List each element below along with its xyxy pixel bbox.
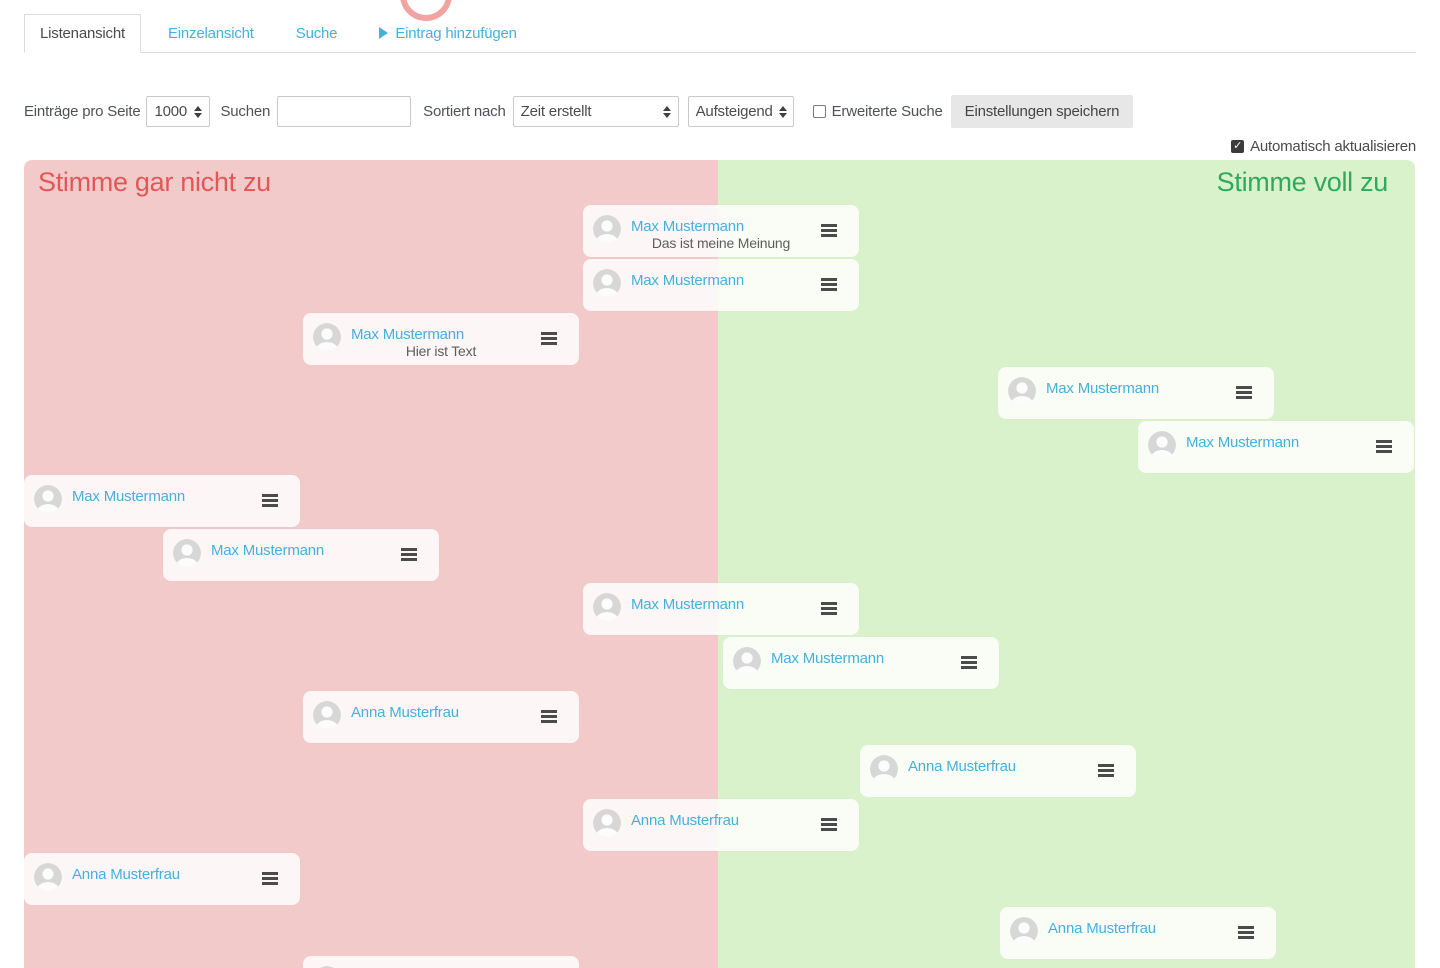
search-input[interactable] [277,96,412,127]
user-avatar[interactable] [1010,917,1038,945]
auto-refresh-row: ✓ Automatisch aktualisieren [1231,138,1416,155]
user-avatar[interactable] [34,485,62,513]
entry-author-link[interactable]: Max Mustermann [771,650,885,667]
entry-author-link[interactable]: Max Mustermann [1046,380,1160,397]
entry-menu-icon[interactable] [401,548,417,561]
auto-refresh-label: Automatisch aktualisieren [1250,138,1416,155]
entry-card[interactable]: Max Mustermann [583,583,859,635]
opinion-board: Stimme gar nicht zu Stimme voll zu Max M… [0,160,1440,968]
filter-bar: Einträge pro Seite 1000 Suchen Sortiert … [24,95,1134,128]
entry-card[interactable]: Max Mustermann [24,475,300,527]
entry-card[interactable]: Anna Musterfrau [1000,907,1276,959]
user-avatar[interactable] [593,809,621,837]
entry-menu-icon[interactable] [262,872,278,885]
entry-card[interactable]: Max Mustermann [998,367,1274,419]
entry-author-link[interactable]: Max Mustermann [72,488,186,505]
entry-card[interactable]: Anna Musterfrau [303,691,579,743]
entry-author-link[interactable]: Anna Musterfrau [631,812,739,829]
user-avatar[interactable] [733,647,761,675]
entry-author-link[interactable]: Max Mustermann [1186,434,1300,451]
entry-menu-icon[interactable] [1098,764,1114,777]
entry-author-link[interactable]: Max Mustermann [631,596,745,613]
tab-bar: Listenansicht Einzelansicht Suche Eintra… [0,0,1440,53]
entries-per-page-value: 1000 [154,103,188,120]
save-settings-button[interactable]: Einstellungen speichern [950,95,1134,128]
entry-text: Hier ist Text [405,343,477,359]
select-arrows-icon [662,105,671,118]
entry-author-link[interactable]: Anna Musterfrau [908,758,1016,775]
disagree-column-heading: Stimme gar nicht zu [38,167,271,197]
entry-card[interactable]: Max Mustermann [723,637,999,689]
tabs-row: Listenansicht Einzelansicht Suche Eintra… [24,14,1416,53]
select-arrows-icon [778,105,787,118]
user-avatar[interactable] [173,539,201,567]
entry-menu-icon[interactable] [821,278,837,291]
entry-menu-icon[interactable] [1236,386,1252,399]
tab-listenansicht[interactable]: Listenansicht [24,14,141,53]
entries-per-page-select[interactable]: 1000 [146,96,211,127]
user-avatar[interactable] [313,701,341,729]
user-avatar[interactable] [593,215,621,243]
entry-menu-icon[interactable] [1238,926,1254,939]
entry-author-link[interactable]: Anna Musterfrau [72,866,180,883]
entry-card[interactable] [303,956,579,968]
sort-order-select[interactable]: Aufsteigend [687,96,794,127]
agree-column-heading: Stimme voll zu [1216,167,1389,197]
entry-author-link[interactable]: Max Mustermann [351,326,465,343]
user-avatar[interactable] [870,755,898,783]
tab-einzelansicht[interactable]: Einzelansicht [167,25,254,42]
user-avatar[interactable] [34,863,62,891]
entry-card[interactable]: Anna Musterfrau [24,853,300,905]
tab-suche[interactable]: Suche [295,25,338,42]
entry-menu-icon[interactable] [821,224,837,237]
tab-eintrag-hinzufuegen[interactable]: Eintrag hinzufügen [364,15,532,52]
add-entry-arrow-icon [379,27,389,39]
entry-card[interactable]: Max Mustermann [1138,421,1414,473]
entry-menu-icon[interactable] [1376,440,1392,453]
user-avatar[interactable] [313,323,341,351]
entry-author-link[interactable]: Max Mustermann [631,218,745,235]
select-arrows-icon [194,105,203,118]
user-avatar[interactable] [1148,431,1176,459]
search-label: Suchen [220,103,271,120]
entry-menu-icon[interactable] [821,602,837,615]
tab-eintrag-hinzufuegen-label: Eintrag hinzufügen [395,25,517,42]
entry-author-link[interactable]: Max Mustermann [631,272,745,289]
entry-menu-icon[interactable] [541,710,557,723]
entry-menu-icon[interactable] [262,494,278,507]
entry-menu-icon[interactable] [821,818,837,831]
entry-card[interactable]: Anna Musterfrau [583,799,859,851]
user-avatar[interactable] [593,269,621,297]
sort-by-select[interactable]: Zeit erstellt [512,96,679,127]
entry-text: Das ist meine Meinung [651,235,791,251]
entry-card[interactable]: Max Mustermann [163,529,439,581]
entry-card[interactable]: Max Mustermann Das ist meine Meinung [583,205,859,257]
sort-order-value: Aufsteigend [695,103,773,120]
entry-menu-icon[interactable] [961,656,977,669]
entry-card[interactable]: Anna Musterfrau [860,745,1136,797]
sort-by-value: Zeit erstellt [520,103,592,120]
advanced-search-checkbox[interactable] [812,105,826,118]
advanced-search-label: Erweiterte Suche [831,103,943,120]
entry-card[interactable]: Max Mustermann [583,259,859,311]
entry-author-link[interactable]: Max Mustermann [211,542,325,559]
auto-refresh-checkbox[interactable]: ✓ [1231,140,1245,153]
user-avatar[interactable] [1008,377,1036,405]
user-avatar[interactable] [593,593,621,621]
entry-card[interactable]: Max Mustermann Hier ist Text [303,313,579,365]
entry-menu-icon[interactable] [541,332,557,345]
entry-author-link[interactable]: Anna Musterfrau [1048,920,1156,937]
sort-by-label: Sortiert nach [423,103,506,120]
entry-author-link[interactable]: Anna Musterfrau [351,704,459,721]
entries-per-page-label: Einträge pro Seite [24,103,141,120]
